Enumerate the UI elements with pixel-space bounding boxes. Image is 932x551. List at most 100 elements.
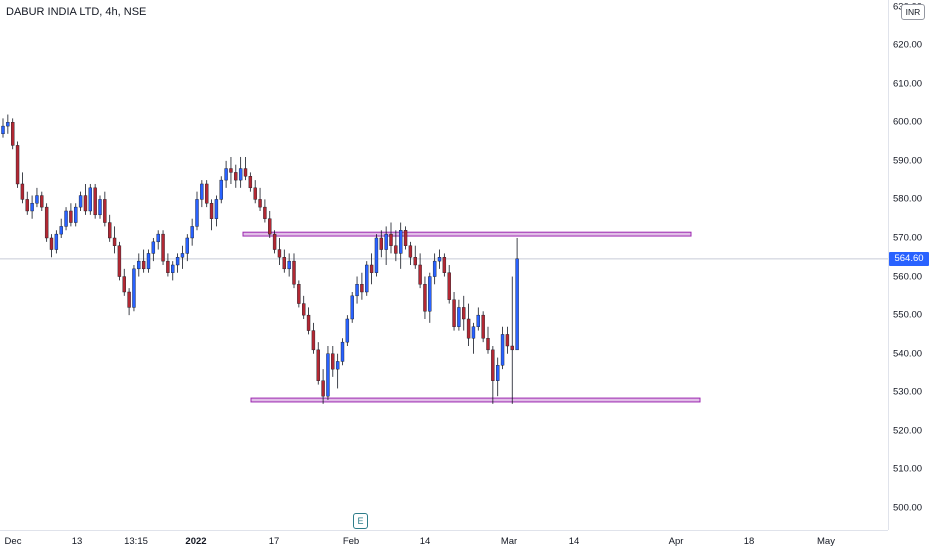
- candle-body: [49, 237, 54, 250]
- price-tick-label: 590.00: [893, 155, 923, 167]
- candle: [93, 183, 97, 219]
- candle: [1, 118, 5, 138]
- candle-body: [277, 249, 282, 258]
- candle: [64, 207, 68, 231]
- candle: [229, 156, 233, 184]
- candle-body: [306, 314, 311, 331]
- earnings-event-icon[interactable]: E: [353, 513, 368, 529]
- candle-body: [471, 326, 476, 339]
- candle-body: [423, 284, 427, 312]
- candle-body: [374, 237, 379, 273]
- candle: [297, 280, 301, 308]
- candle-body: [331, 353, 335, 370]
- candle: [418, 253, 422, 289]
- time-tick-label: Dec: [4, 536, 22, 547]
- candle-body: [44, 206, 49, 239]
- candle: [369, 253, 374, 285]
- candle-body: [6, 122, 10, 127]
- candle-body: [258, 199, 262, 208]
- candle: [316, 342, 320, 385]
- candle-body: [413, 257, 417, 266]
- candle-body: [369, 264, 374, 273]
- candle-body: [292, 260, 296, 285]
- candle: [200, 180, 204, 208]
- candle: [35, 187, 39, 208]
- candle-body: [88, 187, 93, 212]
- candle: [505, 326, 510, 354]
- candle-body: [35, 195, 39, 204]
- candle: [379, 230, 383, 258]
- candle: [209, 199, 214, 231]
- price-tick-label: 610.00: [893, 78, 923, 90]
- candle-body: [297, 284, 301, 304]
- candle-body: [326, 353, 330, 397]
- candle: [161, 230, 165, 265]
- candle-body: [74, 206, 78, 223]
- candle: [466, 303, 471, 347]
- candle: [515, 237, 519, 351]
- candle: [30, 195, 34, 219]
- price-tick-label: 560.00: [893, 271, 923, 283]
- candle-body: [64, 210, 68, 227]
- candle-body: [428, 276, 432, 312]
- candle-body: [379, 237, 383, 250]
- time-tick-label: 14: [419, 536, 431, 547]
- candle: [74, 203, 78, 227]
- candle: [117, 241, 122, 281]
- candle: [234, 164, 238, 188]
- candle-body: [151, 241, 156, 254]
- candle-body: [127, 291, 131, 308]
- candle: [263, 199, 267, 223]
- candle: [44, 203, 49, 242]
- currency-badge[interactable]: INR: [901, 4, 925, 20]
- candle-body: [209, 203, 214, 219]
- support-zone[interactable]: [250, 397, 701, 403]
- candle: [54, 230, 59, 254]
- candle: [127, 288, 131, 316]
- candle: [88, 183, 93, 215]
- candle: [442, 253, 447, 277]
- candle-body: [515, 258, 519, 351]
- time-tick-label: 13: [71, 536, 83, 547]
- candle: [83, 183, 88, 215]
- candle-body: [195, 199, 199, 227]
- candle: [171, 261, 175, 281]
- candle: [6, 114, 10, 134]
- candle-body: [311, 330, 316, 351]
- candle: [292, 253, 296, 289]
- candle: [132, 264, 136, 312]
- candle-body: [219, 179, 223, 200]
- candle: [399, 222, 403, 269]
- candle: [15, 141, 20, 188]
- candle: [335, 353, 340, 389]
- candle-body: [505, 334, 510, 347]
- candle: [481, 311, 485, 343]
- candle-body: [112, 237, 117, 246]
- resistance-zone[interactable]: [242, 231, 692, 237]
- candle: [432, 253, 437, 285]
- candle: [384, 226, 388, 265]
- candle: [326, 346, 330, 401]
- candle-body: [481, 314, 485, 339]
- candle-body: [335, 361, 340, 370]
- candle-body: [30, 203, 34, 212]
- candle-body: [345, 318, 350, 343]
- candle-body: [190, 226, 194, 239]
- candle-body: [185, 237, 190, 254]
- candle-body: [103, 199, 107, 223]
- candle-body: [394, 245, 398, 254]
- candle: [25, 191, 29, 215]
- candle: [98, 195, 102, 219]
- candle-body: [1, 125, 5, 135]
- candle: [510, 276, 514, 404]
- candle-body: [365, 264, 369, 293]
- candle-body: [350, 295, 354, 320]
- candle: [413, 245, 417, 269]
- candle: [107, 214, 112, 242]
- candle-body: [243, 168, 248, 177]
- candle-body: [107, 222, 112, 239]
- candle: [78, 191, 83, 211]
- time-axis[interactable]: Dec 13 13:15 2022 17 Feb 14 Mar 14 Apr 18 May: [0, 530, 888, 551]
- candle-body: [282, 257, 286, 270]
